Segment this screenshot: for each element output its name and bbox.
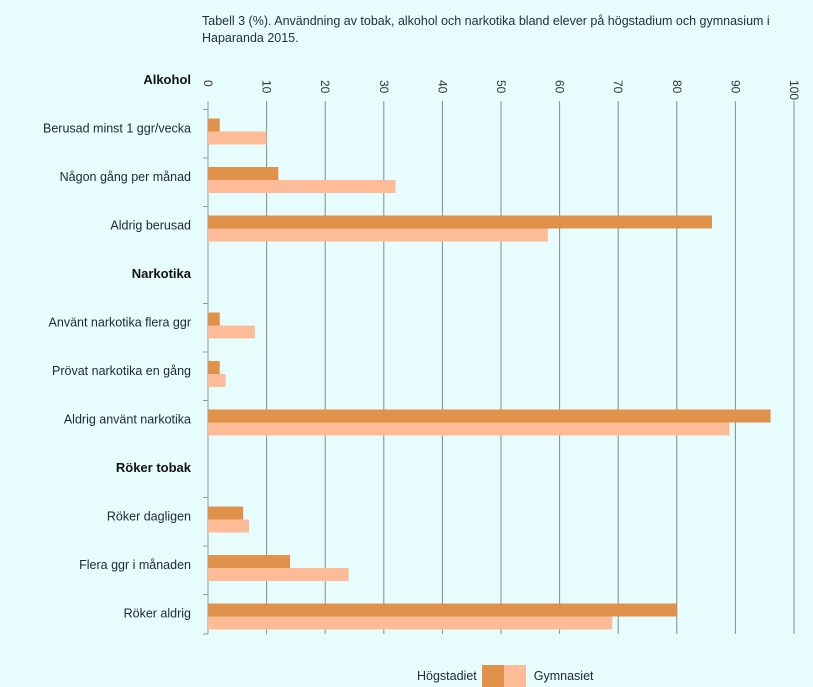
tick-label: 40	[435, 80, 449, 94]
tick-label: 90	[728, 80, 742, 94]
tick-label: 0	[201, 80, 215, 87]
category-label: Flera ggr i månaden	[79, 558, 191, 572]
bar-hogstadiet	[208, 215, 712, 229]
category-label: Prövat narkotika en gång	[52, 364, 191, 378]
bar-hogstadiet	[208, 506, 244, 520]
tick-label: 60	[553, 80, 567, 94]
bar-gymnasiet	[208, 616, 613, 630]
category-label: Röker dagligen	[107, 510, 191, 524]
bar-hogstadiet	[208, 409, 771, 423]
bar-hogstadiet	[208, 167, 279, 180]
bar-hogstadiet	[208, 555, 291, 568]
tick-label: 100	[787, 80, 801, 100]
tick-label: 70	[611, 80, 625, 94]
bar-gymnasiet	[208, 568, 349, 581]
legend: Högstadiet Gymnasiet	[417, 665, 594, 687]
bar-gymnasiet	[208, 228, 548, 242]
bar-gymnasiet	[208, 422, 730, 436]
tick-label: 10	[260, 80, 274, 94]
legend-label-gymnasiet: Gymnasiet	[533, 669, 594, 683]
category-label: Någon gång per månad	[60, 170, 191, 184]
bar-gymnasiet	[208, 374, 226, 387]
bar-gymnasiet	[208, 131, 267, 145]
bar-hogstadiet	[208, 603, 677, 617]
category-label: Aldrig berusad	[110, 219, 191, 233]
category-label: Aldrig använt narkotika	[64, 413, 191, 427]
bar-gymnasiet	[208, 519, 250, 533]
tick-label: 20	[318, 80, 332, 94]
legend-swatch-hogstadiet	[481, 665, 504, 687]
bar-chart: 0 10 20 30 40 50 60 70 80 90 100 Alkohol Berusad min…	[43, 72, 801, 635]
tick-label: 30	[377, 80, 391, 94]
bar-hogstadiet	[208, 118, 220, 132]
legend-swatch-gymnasiet	[503, 665, 526, 687]
category-label: Berusad minst 1 ggr/vecka	[43, 122, 191, 136]
chart-title: Tabell 3 (%). Användning av tobak, alkoh…	[202, 14, 770, 45]
category-label: Röker aldrig	[124, 607, 191, 621]
bar-gymnasiet	[208, 180, 396, 193]
bar-hogstadiet	[208, 361, 220, 374]
category-label: Använt narkotika flera ggr	[49, 316, 191, 330]
bar-hogstadiet	[208, 312, 220, 326]
tick-label: 80	[670, 80, 684, 94]
bar-gymnasiet	[208, 325, 255, 339]
tick-label: 50	[494, 80, 508, 94]
group-label-0: Alkohol	[143, 72, 191, 87]
group-label-1: Narkotika	[132, 266, 192, 281]
legend-label-hogstadiet: Högstadiet	[417, 669, 477, 683]
group-label-2: Röker tobak	[116, 460, 192, 475]
